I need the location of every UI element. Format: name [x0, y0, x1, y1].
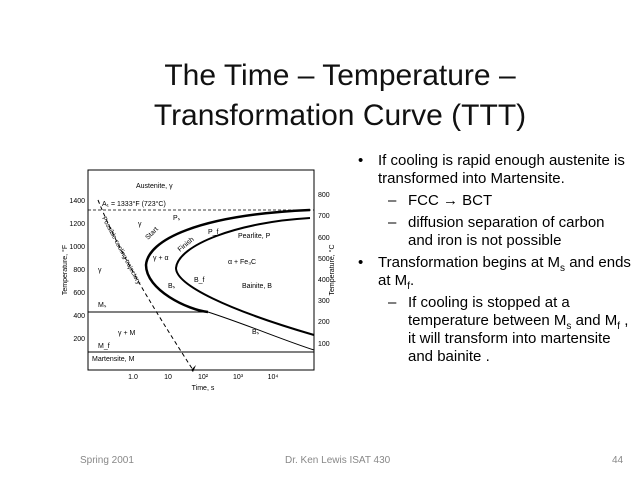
bullet-2-sub-s: s	[560, 263, 566, 274]
slide-title-line2: Transformation Curve (TTT)	[153, 99, 527, 132]
x-ticks: 1.0 10 10² 10³ 10⁴	[128, 374, 278, 381]
y-right-tick-200: 200	[318, 319, 330, 326]
y-left-tick-600: 600	[73, 290, 85, 297]
label-ms: Mₛ	[98, 302, 107, 309]
cooling-trajectory	[97, 199, 194, 371]
label-bf: B_f	[194, 277, 205, 284]
y-left-tick-400: 400	[73, 313, 85, 320]
bullet-list: • If cooling is rapid enough austenite i…	[356, 152, 632, 370]
bainite-lower-curve	[207, 311, 315, 351]
x-tick-10: 10	[164, 374, 172, 381]
y-left-ticks: 1400 1200 1000 800 600 400 200	[69, 198, 85, 343]
bullet-2-sub-1-c: , it will transform into martensite and …	[408, 312, 629, 365]
bullet-2-sub-1-a: If cooling is stopped at a temperature b…	[408, 294, 570, 329]
label-pf: P_f	[208, 229, 219, 236]
label-martensite: Martensite, M	[92, 356, 135, 363]
bullet-2-prefix: Transformation begins at M	[378, 254, 561, 271]
y-right-tick-400: 400	[318, 277, 330, 284]
label-cooling-trajectory: Possible cooling trajectory	[100, 216, 142, 287]
slide-title-line1: The Time – Temperature –	[164, 59, 516, 92]
y-right-tick-100: 100	[318, 341, 330, 348]
bullet-2-sub-1: – If cooling is stopped at a temperature…	[356, 294, 632, 366]
bullet-dash: –	[388, 214, 397, 231]
label-gamma-1: γ	[138, 221, 142, 228]
y-right-tick-600: 600	[318, 235, 330, 242]
y-left-tick-1400: 1400	[69, 198, 85, 205]
bullet-1-sub-1-text: FCC → BCT	[408, 192, 493, 209]
label-ps: Pₛ	[173, 215, 181, 222]
x-tick-1: 1.0	[128, 374, 138, 381]
bullet-dot: •	[358, 254, 364, 271]
bullet-2-sub-1-f: f	[617, 321, 621, 332]
bullet-2-sub-1-s: s	[566, 321, 572, 332]
footer-middle: Dr. Ken Lewis ISAT 430	[285, 455, 391, 466]
label-gamma-m: γ + M	[118, 330, 135, 337]
x-tick-100: 10²	[198, 374, 209, 381]
bullet-1-sub-2: – diffusion separation of carbon and iro…	[356, 214, 632, 250]
y-left-tick-1000: 1000	[69, 244, 85, 251]
bullet-2-sub-f: f	[407, 281, 410, 292]
bullet-2-sub-1-b: and M	[571, 312, 618, 329]
label-gamma-2: γ	[98, 267, 102, 274]
x-tick-1000: 10³	[233, 374, 244, 381]
label-bs: Bₛ	[168, 283, 176, 290]
start-curve	[144, 208, 311, 314]
label-bainite: Bainite, B	[242, 283, 272, 290]
bullet-2-sub-1-text: If cooling is stopped at a temperature b…	[408, 294, 628, 365]
y-right-tick-500: 500	[318, 256, 330, 263]
label-a1: A₁ = 1333°F (723°C)	[102, 200, 166, 208]
plot-frame	[87, 169, 315, 371]
label-alpha-fe3c: α + Fe₃C	[228, 259, 256, 266]
y-left-tick-800: 800	[73, 267, 85, 274]
bullet-2-end: .	[409, 272, 415, 289]
label-austenite: Austenite, γ	[136, 183, 173, 190]
y-right-ticks: 800 700 600 500 400 300 200 100	[318, 192, 330, 348]
y-right-axis-label: Temperature, °C	[328, 244, 336, 295]
label-start: Start	[144, 226, 159, 241]
y-left-tick-1200: 1200	[69, 221, 85, 228]
y-right-tick-300: 300	[318, 298, 330, 305]
footer-page-number: 44	[612, 455, 624, 466]
label-pearlite: Pearlite, P	[238, 233, 271, 240]
bullet-2-text: Transformation begins at Ms and ends at …	[378, 254, 631, 292]
bullet-1-sub-1: – FCC → BCT	[356, 192, 632, 210]
y-right-tick-800: 800	[318, 192, 330, 199]
label-mf: M_f	[98, 343, 110, 350]
x-axis-label: Time, s	[192, 385, 215, 392]
bullet-1-text: If cooling is rapid enough austenite is …	[378, 152, 625, 187]
y-left-tick-200: 200	[73, 336, 85, 343]
bullet-dot: •	[358, 152, 364, 169]
y-left-axis-label: Temperature, °F	[61, 245, 69, 295]
cooling-arrowhead	[191, 365, 196, 372]
bullet-2-mid: and ends at M	[378, 254, 631, 289]
y-right-tick-700: 700	[318, 213, 330, 220]
x-tick-10000: 10⁴	[268, 374, 279, 381]
label-gamma-alpha: γ + α	[153, 255, 169, 262]
label-bs2: Bₛ	[252, 329, 260, 336]
footer-left: Spring 2001	[80, 455, 134, 466]
bullet-2: • Transformation begins at Ms and ends a…	[356, 254, 632, 292]
ttt-diagram: 1400 1200 1000 800 600 400 200 800 700 6…	[58, 160, 338, 400]
finish-curve	[174, 217, 315, 336]
slide-title: The Time – Temperature – Transformation …	[120, 56, 560, 136]
bullet-dash: –	[388, 192, 397, 209]
ttt-diagram-svg: 1400 1200 1000 800 600 400 200 800 700 6…	[61, 169, 336, 392]
bullet-1: • If cooling is rapid enough austenite i…	[356, 152, 632, 188]
bullet-dash: –	[388, 294, 397, 311]
bullet-1-sub-2-text: diffusion separation of carbon and iron …	[408, 214, 605, 249]
